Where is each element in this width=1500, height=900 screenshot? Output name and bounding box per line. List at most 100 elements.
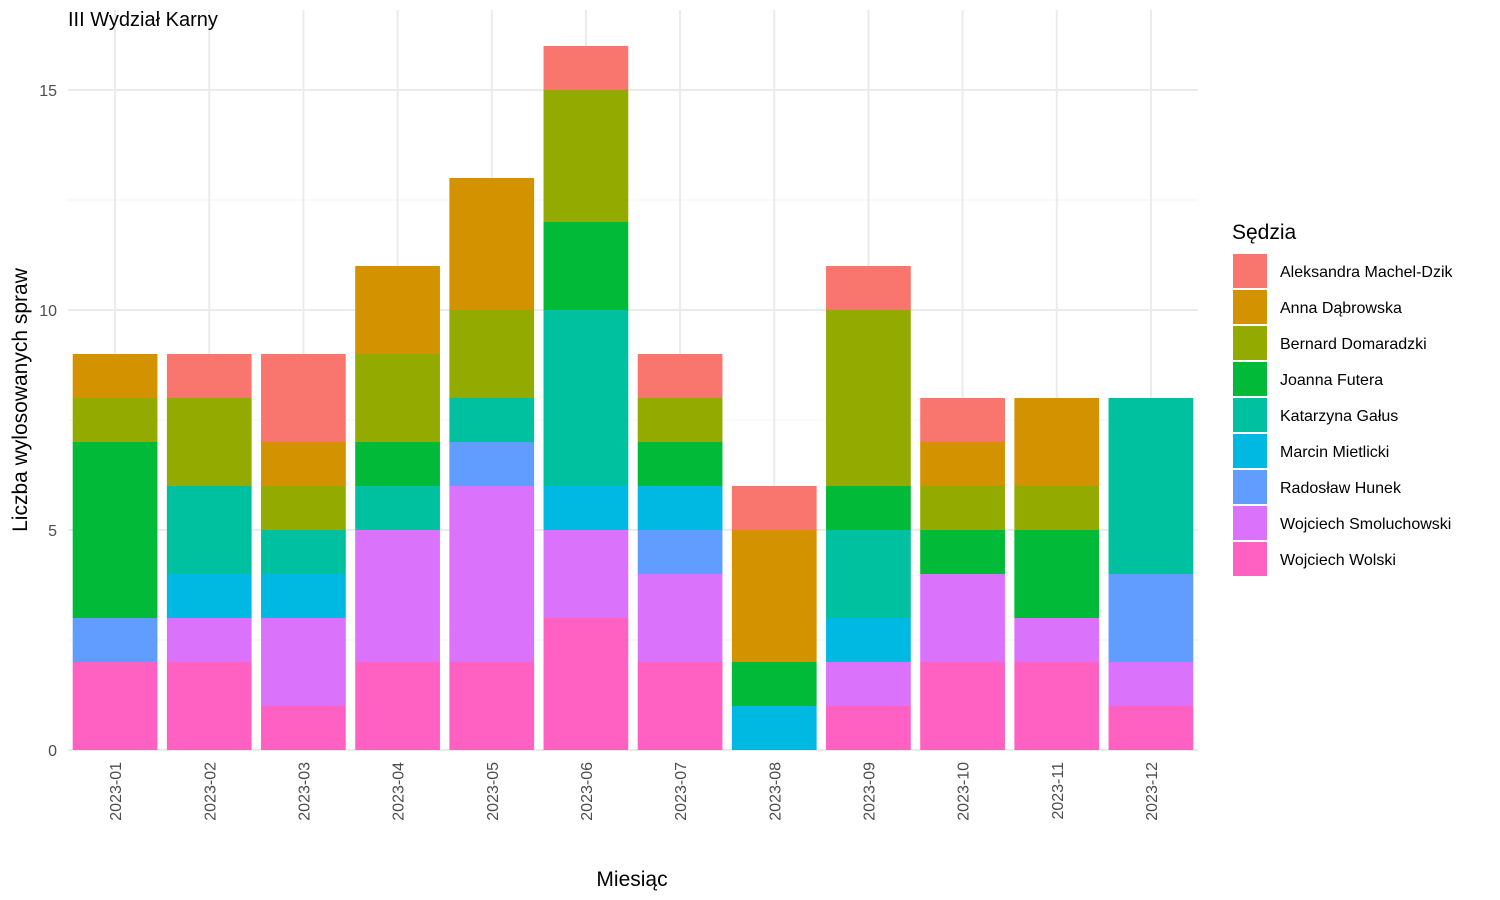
chart-title: III Wydział Karny <box>68 9 218 31</box>
legend-title: Sędzia <box>1232 221 1297 244</box>
x-tick-label: 2023-12 <box>1144 762 1161 821</box>
bar-segment <box>1014 398 1100 486</box>
x-tick-label: 2023-11 <box>1050 762 1067 820</box>
legend-key <box>1233 434 1267 468</box>
bar-segment <box>1014 530 1100 618</box>
bar-segment <box>166 662 252 750</box>
bar-segment <box>261 574 346 618</box>
bar-segment <box>920 442 1005 486</box>
legend-key <box>1233 542 1267 576</box>
bar-segment <box>920 574 1005 662</box>
bar-segment <box>1108 574 1194 662</box>
bar-segment <box>637 486 723 530</box>
bar-segment <box>543 530 629 618</box>
legend-key <box>1233 326 1267 360</box>
bar-segment <box>72 662 158 750</box>
x-tick-label: 2023-10 <box>956 762 973 821</box>
legend-key <box>1233 506 1267 540</box>
bar-segment <box>355 266 440 354</box>
legend-label: Aleksandra Machel-Dzik <box>1280 264 1454 281</box>
bar-segment <box>72 398 158 442</box>
bar-segment <box>1108 662 1194 706</box>
bar-segment <box>166 486 252 574</box>
x-tick-label: 2023-06 <box>579 762 596 821</box>
bar-segment <box>637 398 723 442</box>
y-tick-label: 0 <box>48 743 57 760</box>
bar-segment <box>543 486 629 530</box>
legend-key <box>1233 254 1267 288</box>
x-tick-label: 2023-03 <box>296 762 313 821</box>
bar-segment <box>72 442 158 618</box>
y-tick-label: 5 <box>48 523 57 540</box>
bar-segment <box>637 662 723 750</box>
bar-segment <box>920 530 1005 574</box>
bar-segment <box>355 442 440 486</box>
bar-segment <box>355 486 440 530</box>
bar-segment <box>826 618 911 662</box>
legend-label: Wojciech Smoluchowski <box>1280 516 1451 533</box>
legend-label: Radosław Hunek <box>1280 480 1402 497</box>
legend-label: Bernard Domaradzki <box>1280 336 1427 353</box>
bar-segment <box>261 354 346 442</box>
bar-segment <box>1014 618 1100 662</box>
bar-segment <box>261 706 346 750</box>
bar-segment <box>920 662 1005 750</box>
bar-segment <box>731 486 817 530</box>
bar-segment <box>826 266 911 310</box>
legend-label: Joanna Futera <box>1280 372 1383 389</box>
bar-segment <box>166 618 252 662</box>
x-axis-title: Miesiąc <box>596 868 667 891</box>
legend-label: Wojciech Wolski <box>1280 552 1396 569</box>
x-axis-ticks: 2023-01 2023-02 2023-03 2023-04 2023-05 2023-… <box>108 762 1161 821</box>
bars <box>72 46 1194 750</box>
bar-segment <box>1108 398 1194 574</box>
legend-key <box>1233 290 1267 324</box>
bar-segment <box>731 662 817 706</box>
legend-key <box>1233 470 1267 504</box>
legend: Sędzia Aleksandra Machel-Dzik Anna Dąbrow… <box>1232 221 1454 576</box>
legend-key <box>1233 362 1267 396</box>
bar-segment <box>449 486 535 662</box>
bar-segment <box>449 178 535 310</box>
bar-segment <box>72 354 158 398</box>
bar-segment <box>826 662 911 706</box>
legend-label: Katarzyna Gałus <box>1280 408 1398 425</box>
bar-segment <box>261 442 346 486</box>
x-tick-label: 2023-09 <box>861 762 878 821</box>
legend-label: Marcin Mietlicki <box>1280 444 1389 461</box>
bar-segment <box>637 574 723 662</box>
bar-segment <box>637 442 723 486</box>
bar-segment <box>166 574 252 618</box>
bar-segment <box>826 706 911 750</box>
y-axis-ticks: 0 5 10 15 <box>39 83 57 760</box>
bar-segment <box>543 222 629 310</box>
y-tick-label: 10 <box>39 303 57 320</box>
bar-segment <box>1108 706 1194 750</box>
bar-segment <box>543 90 629 222</box>
bar-segment <box>261 530 346 574</box>
bar-segment <box>543 310 629 486</box>
bar-segment <box>355 662 440 750</box>
bar-segment <box>449 662 535 750</box>
bar-segment <box>449 442 535 486</box>
bar-segment <box>449 310 535 398</box>
bar-segment <box>166 354 252 398</box>
bar-segment <box>731 706 817 750</box>
legend-label: Anna Dąbrowska <box>1280 300 1402 317</box>
legend-key <box>1233 398 1267 432</box>
x-tick-label: 2023-04 <box>391 762 408 821</box>
bar-segment <box>355 530 440 662</box>
y-axis-title: Liczba wylosowanych spraw <box>9 267 32 532</box>
bar-segment <box>543 618 629 750</box>
bar-segment <box>731 530 817 662</box>
x-tick-label: 2023-08 <box>767 762 784 821</box>
bar-segment <box>637 530 723 574</box>
bar-segment <box>72 618 158 662</box>
x-tick-label: 2023-02 <box>202 762 219 821</box>
x-tick-label: 2023-05 <box>485 762 502 821</box>
bar-segment <box>543 46 629 90</box>
x-tick-label: 2023-07 <box>673 762 690 821</box>
bar-segment <box>166 398 252 486</box>
bar-segment <box>1014 486 1100 530</box>
